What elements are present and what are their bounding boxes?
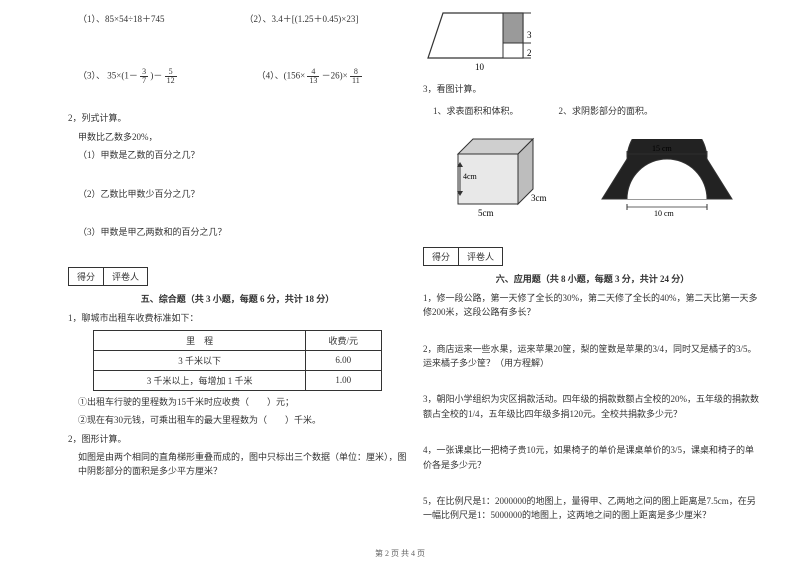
expr-1: （1）、85×54÷18＋745 xyxy=(78,12,165,26)
r1c2: 6.00 xyxy=(305,350,381,370)
arch-icon: 15 cm 10 cm xyxy=(592,139,742,219)
q3-1: 1、求表面积和体积。 xyxy=(433,104,519,118)
th-fee: 收费/元 xyxy=(305,330,381,350)
q3-head: 3，看图计算。 xyxy=(423,82,762,96)
frac-5-12: 512 xyxy=(165,68,177,85)
expr-2: （2）、3.4＋[(1.25＋0.45)×23] xyxy=(245,12,359,26)
q2-2: （2）乙数比甲数少百分之几？ xyxy=(78,187,407,201)
section-6-title: 六、应用题（共 8 小题，每题 3 分，共计 24 分） xyxy=(423,272,762,285)
box-w: 5cm xyxy=(478,208,494,218)
taxi-q2: ②现在有30元钱，可乘出租车的最大里程数为（ ）千米。 xyxy=(78,413,407,427)
frac-4-13: 413 xyxy=(307,68,319,85)
arch-d: 15 cm xyxy=(652,144,673,153)
app-2: 2，商店运来一些水果，运来苹果20筐，梨的筐数是苹果的3/4，同时又是橘子的3/… xyxy=(423,342,762,371)
trapezoid-icon: 10 3 2 xyxy=(423,8,543,78)
score-label-6: 得分 xyxy=(424,248,459,265)
box-h: 3cm xyxy=(531,193,547,203)
grader-label-6: 评卷人 xyxy=(459,248,502,265)
fig-body: 如图是由两个相同的直角梯形重叠而成的，图中只标出三个数据（单位：厘米），图中阴影… xyxy=(78,450,407,479)
r2c1: 3 千米以上，每增加 1 千米 xyxy=(94,370,305,390)
trap-h1: 3 xyxy=(527,30,532,40)
section-5-title: 五、综合题（共 3 小题，每题 6 分，共计 18 分） xyxy=(68,292,407,305)
q2-1: （1）甲数是乙数的百分之几？ xyxy=(78,148,407,162)
fig-head: 2，图形计算。 xyxy=(68,432,407,446)
frac-3-7: 37 xyxy=(140,68,148,85)
taxi-q1: ①出租车行驶的里程数为15千米时应收费（ ）元； xyxy=(78,395,407,409)
app-5: 5，在比例尺是1：2000000的地图上，量得甲、乙两地之间的图上距离是7.5c… xyxy=(423,494,762,523)
q3-2: 2、求阴影部分的面积。 xyxy=(559,104,654,118)
r1c1: 3 千米以下 xyxy=(94,350,305,370)
th-dist: 里 程 xyxy=(94,330,305,350)
expr-3: （3）、 35×(1－ 37 )－ 512 xyxy=(78,68,177,85)
expr-row-1: （1）、85×54÷18＋745 （2）、3.4＋[(1.25＋0.45)×23… xyxy=(68,8,407,30)
left-column: （1）、85×54÷18＋745 （2）、3.4＋[(1.25＋0.45)×23… xyxy=(60,8,415,545)
expr-3-pre: （3）、 35×(1－ xyxy=(78,71,138,81)
score-box-5: 得分 评卷人 xyxy=(68,267,148,286)
app-4: 4，一张课桌比一把椅子贵10元，如果椅子的单价是课桌单价的3/5，课桌和椅子的单… xyxy=(423,443,762,472)
expr-4-pre: （4）、(156× xyxy=(257,71,306,81)
trap-h2: 2 xyxy=(527,48,532,58)
frac-8-11: 811 xyxy=(350,68,362,85)
q2-cond: 甲数比乙数多20%， xyxy=(78,130,407,144)
app-1: 1，修一段公路，第一天修了全长的30%，第二天修了全长的40%，第二天比第一天多… xyxy=(423,291,762,320)
cuboid-icon: 5cm 3cm 4cm xyxy=(443,129,553,219)
taxi-table: 里 程收费/元 3 千米以下6.00 3 千米以上，每增加 1 千米1.00 xyxy=(93,330,381,391)
expr-4: （4）、(156× 413 －26)× 811 xyxy=(257,68,362,85)
page-footer: 第 2 页 共 4 页 xyxy=(0,548,800,559)
q2-head: 2，列式计算。 xyxy=(68,111,407,125)
arch-b: 10 cm xyxy=(654,209,675,218)
expr-3-mid: )－ xyxy=(150,71,162,81)
trapezoid-fig: 10 3 2 xyxy=(423,8,762,78)
score-box-6: 得分 评卷人 xyxy=(423,247,503,266)
box-d: 4cm xyxy=(463,172,478,181)
right-column: 10 3 2 3，看图计算。 1、求表面积和体积。 2、求阴影部分的面积。 5c… xyxy=(415,8,770,545)
r2c2: 1.00 xyxy=(305,370,381,390)
figures-row: 5cm 3cm 4cm 15 cm 10 cm xyxy=(423,129,762,219)
expr-row-2: （3）、 35×(1－ 37 )－ 512 （4）、(156× 413 －26)… xyxy=(68,64,407,89)
taxi-head: 1，聊城市出租车收费标准如下： xyxy=(68,311,407,325)
trap-w: 10 xyxy=(475,62,485,72)
expr-4-mid: －26)× xyxy=(322,71,348,81)
app-3: 3，朝阳小学组织为灾区捐款活动。四年级的捐款数额占全校的20%，五年级的捐款数额… xyxy=(423,392,762,421)
q2-3: （3）甲数是甲乙两数和的百分之几？ xyxy=(78,225,407,239)
score-label: 得分 xyxy=(69,268,104,285)
grader-label: 评卷人 xyxy=(104,268,147,285)
